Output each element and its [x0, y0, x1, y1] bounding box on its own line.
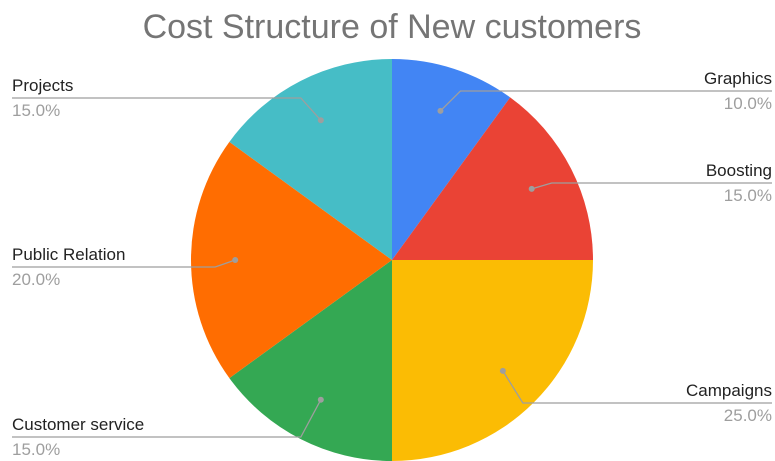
slice-label-public-relation: Public Relation — [12, 245, 125, 264]
leader-dot-customer-service — [317, 396, 324, 403]
leader-line-boosting — [531, 182, 772, 190]
slice-percent-boosting: 15.0% — [724, 186, 772, 205]
leader-line-graphics — [439, 90, 772, 112]
leader-line-campaigns — [502, 370, 772, 404]
slice-label-customer-service: Customer service — [12, 415, 144, 434]
slice-percent-graphics: 10.0% — [724, 94, 772, 113]
pie-slice-customer-service — [229, 260, 392, 461]
pie-slice-boosting — [392, 97, 593, 261]
slice-percent-public-relation: 20.0% — [12, 270, 60, 289]
leader-dot-boosting — [528, 185, 535, 192]
slice-percent-customer-service: 15.0% — [12, 440, 60, 459]
pie-slice-public-relation — [191, 141, 392, 379]
leader-dot-campaigns — [499, 367, 506, 374]
pie-slice-campaigns — [392, 260, 593, 461]
leader-line-public-relation — [12, 259, 236, 268]
leader-lines — [12, 90, 772, 438]
leader-dot-public-relation — [232, 257, 239, 263]
chart-title: Cost Structure of New customers — [143, 8, 642, 46]
leader-dot-graphics — [437, 107, 444, 114]
slice-labels: Graphics 10.0% Boosting 15.0% Campaigns 25.0%… — [12, 69, 772, 459]
slice-percent-projects: 15.0% — [12, 101, 60, 120]
slice-label-projects: Projects — [12, 76, 73, 95]
pie-slice-projects — [229, 59, 392, 260]
slice-percent-campaigns: 25.0% — [724, 406, 772, 425]
leader-line-customer-service — [12, 399, 322, 438]
slice-label-graphics: Graphics — [704, 69, 772, 88]
pie-slice-graphics — [392, 59, 511, 260]
slice-label-boosting: Boosting — [706, 161, 772, 180]
pie-slices — [191, 59, 593, 461]
slice-label-campaigns: Campaigns — [686, 381, 772, 400]
leader-dot-projects — [317, 117, 324, 124]
leader-line-projects — [12, 97, 322, 121]
